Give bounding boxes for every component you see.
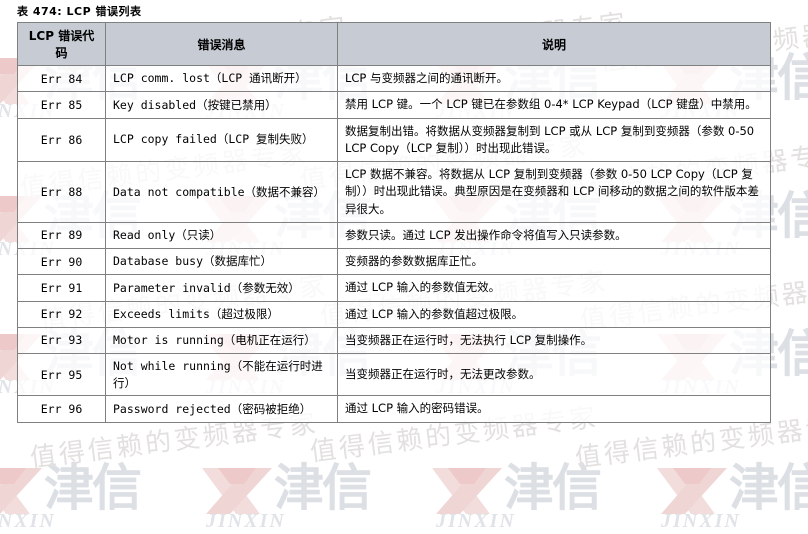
table-row: Err 85 Key disabled（按键已禁用） 禁用 LCP 键。一个 LCP… bbox=[17, 91, 771, 119]
error-description-cell: 禁用 LCP 键。一个 LCP 键已在参数组 0-4* LCP Keypad（L… bbox=[337, 91, 771, 119]
jinxin-x-mark-icon bbox=[657, 468, 727, 514]
watermark-brand-en: JINXIN bbox=[661, 510, 741, 532]
table-row: Err 95 Not while running（不能在运行时进行） 当变频器正在运… bbox=[17, 352, 771, 397]
error-message-cell: Password rejected（密码被拒绝） bbox=[105, 395, 338, 423]
table-body: Err 84 LCP comm. lost（LCP 通讯断开） LCP 与变频器之间… bbox=[17, 64, 771, 423]
table-row: Err 91 Parameter invalid（参数无效） 通过 LCP 输入的参… bbox=[17, 274, 771, 302]
error-description-cell: 通过 LCP 输入的密码错误。 bbox=[337, 395, 771, 423]
table-row: Err 96 Password rejected（密码被拒绝） 通过 LCP 输入的… bbox=[17, 395, 771, 423]
error-description-cell: LCP 数据不兼容。将数据从 LCP 复制到变频器（参数 0-50 LCP Co… bbox=[337, 161, 771, 223]
error-code-cell: Err 85 bbox=[17, 91, 106, 119]
error-code-cell: Err 86 bbox=[17, 117, 106, 162]
table-row: Err 84 LCP comm. lost（LCP 通讯断开） LCP 与变频器之间… bbox=[17, 64, 771, 93]
error-code-cell: Err 84 bbox=[17, 64, 106, 93]
error-code-cell: Err 88 bbox=[17, 161, 106, 223]
column-header-description: 说明 bbox=[337, 22, 771, 66]
error-message-cell: Key disabled（按键已禁用） bbox=[105, 91, 338, 119]
watermark-brand-cn: 津信 bbox=[729, 459, 808, 517]
table-row: Err 88 Data not compatible（数据不兼容） LCP 数据不兼… bbox=[17, 161, 771, 223]
error-code-cell: Err 96 bbox=[17, 395, 106, 423]
error-message-cell: Data not compatible（数据不兼容） bbox=[105, 161, 338, 223]
watermark-brand-en: JINXIN bbox=[436, 510, 516, 532]
watermark-brand-en: JINXIN bbox=[0, 510, 56, 532]
table-row: Err 89 Read only（只读） 参数只读。通过 LCP 发出操作命令将值写… bbox=[17, 221, 771, 250]
error-description-cell: 通过 LCP 输入的参数值无效。 bbox=[337, 274, 771, 302]
table-row: Err 93 Motor is running（电机正在运行） 当变频器正在运行时，… bbox=[17, 326, 771, 355]
error-code-cell: Err 91 bbox=[17, 274, 106, 302]
error-message-cell: Exceeds limits（超过极限） bbox=[105, 300, 338, 328]
error-code-cell: Err 95 bbox=[17, 352, 106, 397]
error-message-cell: Motor is running（电机正在运行） bbox=[105, 326, 338, 355]
lcp-error-table: LCP 错误代码 错误消息 说明 Err 84 LCP comm. lost（LC… bbox=[17, 22, 771, 423]
table-header: LCP 错误代码 错误消息 说明 bbox=[17, 22, 771, 66]
watermark-brand-cn: 津信 bbox=[44, 459, 142, 517]
error-message-cell: Not while running（不能在运行时进行） bbox=[105, 352, 338, 397]
jinxin-x-mark-icon bbox=[432, 468, 502, 514]
error-description-cell: 参数只读。通过 LCP 发出操作命令将值写入只读参数。 bbox=[337, 221, 771, 250]
error-description-cell: 通过 LCP 输入的参数值超过极限。 bbox=[337, 300, 771, 328]
error-message-cell: Read only（只读） bbox=[105, 221, 338, 250]
error-message-cell: LCP comm. lost（LCP 通讯断开） bbox=[105, 64, 338, 93]
error-description-cell: 当变频器正在运行时，无法执行 LCP 复制操作。 bbox=[337, 326, 771, 355]
error-description-cell: LCP 与变频器之间的通讯断开。 bbox=[337, 64, 771, 93]
table-row: Err 90 Database busy（数据库忙） 变频器的参数数据库正忙。 bbox=[17, 247, 771, 276]
jinxin-x-mark-icon bbox=[0, 468, 42, 514]
table-caption: 表 474: LCP 错误列表 bbox=[17, 5, 142, 18]
error-code-cell: Err 90 bbox=[17, 247, 106, 276]
watermark-brand-cn: 津信 bbox=[274, 459, 372, 517]
table-row: Err 92 Exceeds limits（超过极限） 通过 LCP 输入的参数值超… bbox=[17, 300, 771, 328]
error-message-cell: Database busy（数据库忙） bbox=[105, 247, 338, 276]
table-header-row: LCP 错误代码 错误消息 说明 bbox=[17, 22, 771, 66]
error-code-cell: Err 93 bbox=[17, 326, 106, 355]
error-message-cell: Parameter invalid（参数无效） bbox=[105, 274, 338, 302]
jinxin-x-mark-icon bbox=[202, 468, 272, 514]
column-header-message: 错误消息 bbox=[105, 22, 338, 66]
error-description-cell: 数据复制出错。将数据从变频器复制到 LCP 或从 LCP 复制到变频器（参数 0… bbox=[337, 117, 771, 162]
error-code-cell: Err 89 bbox=[17, 221, 106, 250]
error-description-cell: 当变频器正在运行时，无法更改参数。 bbox=[337, 352, 771, 397]
error-code-cell: Err 92 bbox=[17, 300, 106, 328]
error-description-cell: 变频器的参数数据库正忙。 bbox=[337, 247, 771, 276]
watermark-brand-en: JINXIN bbox=[206, 510, 286, 532]
watermark-brand-cn: 津信 bbox=[504, 459, 602, 517]
error-message-cell: LCP copy failed（LCP 复制失败） bbox=[105, 117, 338, 162]
column-header-code: LCP 错误代码 bbox=[17, 22, 106, 66]
table-row: Err 86 LCP copy failed（LCP 复制失败） 数据复制出错。将数… bbox=[17, 117, 771, 162]
